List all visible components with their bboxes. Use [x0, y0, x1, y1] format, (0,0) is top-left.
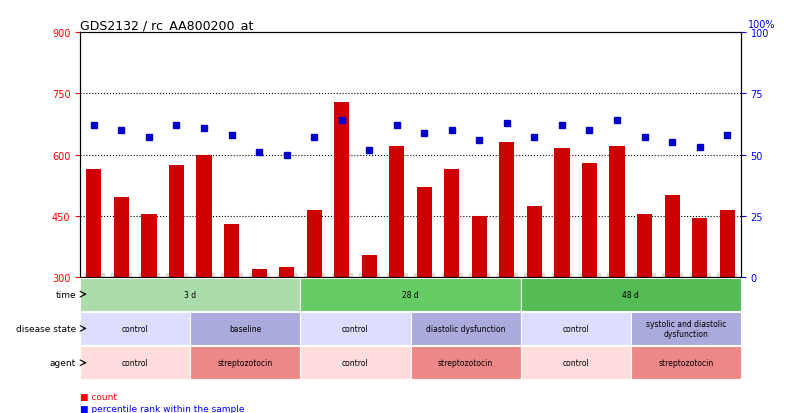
Bar: [169, 165, 184, 278]
Text: agent: agent: [50, 358, 76, 367]
Text: control: control: [342, 324, 368, 333]
Bar: [665, 196, 680, 278]
Text: time: time: [55, 290, 76, 299]
Text: control: control: [342, 358, 368, 367]
Text: 100%: 100%: [748, 20, 775, 30]
Bar: [521, 347, 631, 379]
Bar: [410, 347, 521, 379]
Bar: [499, 143, 514, 278]
Bar: [631, 312, 741, 345]
Bar: [554, 149, 570, 278]
Bar: [361, 255, 376, 278]
Bar: [521, 278, 741, 311]
Bar: [80, 278, 300, 311]
Bar: [114, 198, 129, 278]
Bar: [141, 214, 156, 278]
Bar: [445, 169, 460, 278]
Text: GDS2132 / rc_AA800200_at: GDS2132 / rc_AA800200_at: [80, 19, 253, 32]
Bar: [582, 163, 597, 278]
Text: disease state: disease state: [16, 324, 76, 333]
Bar: [279, 267, 294, 278]
Text: ■ percentile rank within the sample: ■ percentile rank within the sample: [80, 404, 244, 413]
Bar: [610, 147, 625, 278]
Bar: [410, 312, 521, 345]
Bar: [191, 347, 300, 379]
Bar: [417, 188, 432, 278]
Text: streptozotocin: streptozotocin: [218, 358, 273, 367]
Text: 28 d: 28 d: [402, 290, 419, 299]
Bar: [631, 347, 741, 379]
Text: 3 d: 3 d: [184, 290, 196, 299]
Bar: [389, 147, 405, 278]
Bar: [307, 210, 322, 278]
Bar: [692, 218, 707, 278]
Bar: [300, 278, 521, 311]
Text: diastolic dysfunction: diastolic dysfunction: [426, 324, 505, 333]
Text: systolic and diastolic
dysfunction: systolic and diastolic dysfunction: [646, 319, 726, 338]
Bar: [224, 224, 239, 278]
Bar: [472, 216, 487, 278]
Bar: [80, 347, 191, 379]
Text: baseline: baseline: [229, 324, 261, 333]
Bar: [300, 312, 410, 345]
Bar: [527, 206, 542, 278]
Bar: [521, 312, 631, 345]
Text: streptozotocin: streptozotocin: [658, 358, 714, 367]
Text: control: control: [122, 358, 148, 367]
Bar: [87, 169, 102, 278]
Bar: [196, 155, 211, 278]
Text: control: control: [562, 324, 589, 333]
Text: control: control: [122, 324, 148, 333]
Text: ■ count: ■ count: [80, 392, 117, 401]
Text: 48 d: 48 d: [622, 290, 639, 299]
Bar: [334, 102, 349, 278]
Bar: [719, 210, 735, 278]
Text: control: control: [562, 358, 589, 367]
Bar: [191, 312, 300, 345]
Bar: [637, 214, 652, 278]
Bar: [80, 312, 191, 345]
Bar: [300, 347, 410, 379]
Text: streptozotocin: streptozotocin: [438, 358, 493, 367]
Bar: [252, 269, 267, 278]
